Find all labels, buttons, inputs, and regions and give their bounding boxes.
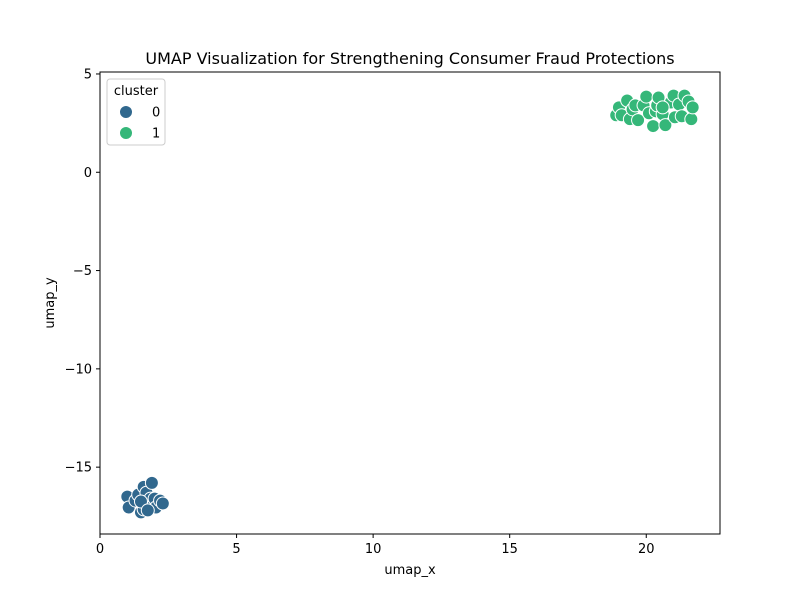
y-tick-label: 0 [84,166,92,181]
plot-frame [99,71,721,535]
x-tick-label: 15 [501,542,518,557]
data-points [120,88,700,520]
data-point-cluster-1 [684,112,699,127]
x-axis-label: umap_x [384,563,436,578]
y-tick-label: −15 [65,461,92,476]
legend-label-cluster-1: 1 [152,127,160,142]
x-tick-label: 5 [232,542,240,557]
data-point-cluster-1 [658,118,673,133]
data-point-cluster-1 [655,100,670,115]
legend-label-cluster-0: 0 [152,106,160,121]
y-tick-label: 5 [84,67,92,82]
data-point-cluster-1 [631,113,646,128]
x-tick-label: 20 [638,542,655,557]
legend-marker-cluster-0 [119,105,133,119]
data-point-cluster-0 [155,496,170,511]
data-point-cluster-0 [144,475,159,490]
y-tick-label: −10 [65,362,92,377]
chart-title: UMAP Visualization for Strengthening Con… [145,49,674,68]
y-tick-label: −5 [73,264,92,279]
legend-title: cluster [114,84,159,99]
legend-marker-cluster-1 [119,126,133,140]
data-point-cluster-1 [646,119,661,134]
legend: cluster 0 1 [106,78,166,146]
data-point-cluster-1 [685,100,700,115]
data-point-cluster-1 [639,89,654,104]
x-tick-label: 0 [96,542,104,557]
data-point-cluster-0 [140,503,155,518]
y-axis-label: umap_y [43,277,58,329]
x-tick-label: 10 [365,542,382,557]
